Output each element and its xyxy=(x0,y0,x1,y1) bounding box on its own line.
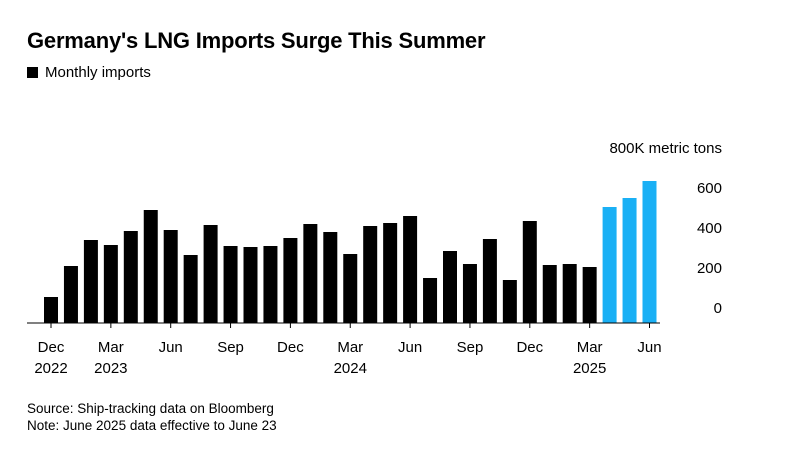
bar-aug-2023 xyxy=(203,225,218,323)
bar-apr-2024 xyxy=(363,226,378,323)
x-tick-label-month: Jun xyxy=(637,339,661,356)
y-tick-label: 200 xyxy=(697,260,722,277)
y-tick-label: 600 xyxy=(697,180,722,197)
note-text: Note: June 2025 data effective to June 2… xyxy=(27,418,277,433)
x-tick-label-month: Sep xyxy=(457,339,484,356)
bar-nov-2024 xyxy=(502,280,517,323)
bar-apr-2023 xyxy=(123,231,138,323)
y-unit-label: 800K metric tons xyxy=(609,140,722,157)
y-tick-label: 400 xyxy=(697,220,722,237)
bar-jan-2023 xyxy=(63,266,78,323)
bar-sep-2023 xyxy=(223,246,238,323)
x-tick-label-year: 2022 xyxy=(34,360,67,377)
legend-label: Monthly imports xyxy=(45,64,151,81)
bar-jan-2024 xyxy=(303,224,318,323)
bar-nov-2023 xyxy=(263,246,278,323)
bar-mar-2024 xyxy=(343,254,358,323)
legend: Monthly imports xyxy=(27,64,151,81)
x-tick-label-month: Dec xyxy=(277,339,304,356)
bar-jun-2023 xyxy=(163,230,178,323)
source-text: Source: Ship-tracking data on Bloomberg xyxy=(27,401,274,416)
chart-footer: Source: Ship-tracking data on Bloomberg … xyxy=(27,400,277,434)
bar-jun-2025 xyxy=(642,181,657,323)
y-tick-label: 0 xyxy=(714,300,722,317)
bar-may-2023 xyxy=(143,210,158,323)
bar-dec-2022 xyxy=(44,297,58,323)
x-tick-label-month: Mar xyxy=(337,339,363,356)
x-tick-label-month: Jun xyxy=(398,339,422,356)
bar-oct-2023 xyxy=(243,247,258,323)
bar-may-2024 xyxy=(383,223,398,323)
x-tick-label-year: 2023 xyxy=(94,360,127,377)
legend-swatch xyxy=(27,67,38,78)
bar-dec-2023 xyxy=(283,238,298,323)
bar-dec-2024 xyxy=(522,221,537,323)
bar-may-2025 xyxy=(622,198,637,323)
bar-jan-2025 xyxy=(542,265,557,323)
x-tick-label-month: Mar xyxy=(98,339,124,356)
bar-mar-2025 xyxy=(582,267,597,323)
x-tick-label-year: 2024 xyxy=(334,360,367,377)
bar-feb-2023 xyxy=(83,240,98,323)
bar-jul-2024 xyxy=(423,278,438,323)
x-tick-label-month: Dec xyxy=(516,339,543,356)
bar-jul-2023 xyxy=(183,255,198,323)
x-tick-label-month: Mar xyxy=(577,339,603,356)
bar-feb-2025 xyxy=(562,264,577,323)
bar-feb-2024 xyxy=(323,232,338,323)
bar-oct-2024 xyxy=(482,239,497,323)
x-tick-label-year: 2025 xyxy=(573,360,606,377)
bar-apr-2025 xyxy=(602,207,617,323)
bar-mar-2023 xyxy=(103,245,118,323)
x-tick-label-month: Sep xyxy=(217,339,244,356)
x-tick-label-month: Dec xyxy=(38,339,65,356)
bar-sep-2024 xyxy=(462,264,477,323)
chart-title: Germany's LNG Imports Surge This Summer xyxy=(27,28,486,53)
x-tick-label-month: Jun xyxy=(159,339,183,356)
bar-jun-2024 xyxy=(403,216,418,323)
bar-aug-2024 xyxy=(443,251,457,323)
